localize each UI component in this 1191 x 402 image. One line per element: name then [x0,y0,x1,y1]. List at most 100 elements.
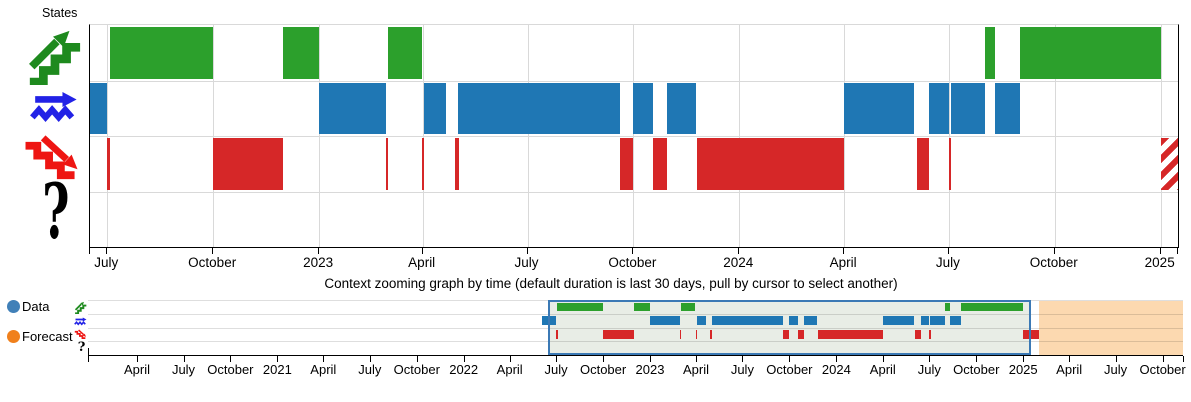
forecast-region [1039,301,1183,355]
axis-edge-tick [1183,356,1184,362]
question-icon: ? [42,168,70,258]
axis-tick [230,356,232,362]
state-bar-uptrend [634,302,650,312]
grid-line [88,341,1183,342]
state-bar-uptrend [557,302,603,312]
state-bar-downtrend [455,138,459,190]
state-bar-downtrend [556,330,558,339]
axis-tick-label: October [766,362,813,377]
axis-tick-label: 2023 [303,255,334,270]
axis-tick-label: July [358,362,382,377]
axis-tick [882,356,884,362]
state-bar-downtrend [619,138,634,190]
state-bar-downtrend [817,330,883,339]
uptrend-icon [24,27,84,85]
state-bar-sideways [951,82,985,134]
axis-edge-tick [89,247,90,254]
axis-tick [509,356,511,362]
state-bar-uptrend [1020,27,1161,79]
state-bar-sideways [458,82,620,134]
axis-tick-label: October [188,255,237,270]
grid-line [527,25,529,247]
grid-line [422,25,424,247]
selection-region-fill [548,300,1031,355]
axis-tick [843,247,845,254]
axis-tick [1069,356,1071,362]
legend-data-label: Data [22,299,50,314]
axis-tick-label: July [94,255,119,270]
axis-edge-tick [1177,247,1178,254]
axis-tick-label: April [682,362,710,377]
sideways-icon [28,91,80,123]
axis-tick [789,356,791,362]
state-bar-downtrend [783,330,790,339]
axis-tick-label: April [310,362,337,377]
axis-tick-label: April [869,362,896,377]
axis-tick [526,247,528,254]
axis-tick-label: July [730,362,754,377]
selection-window[interactable] [548,300,1031,355]
context-chart-x-axis: April July October 2021 April July October 2022… [88,356,1186,380]
axis-tick [421,247,423,254]
axis-tick [277,356,279,362]
state-bar-sideways [930,316,946,326]
axis-tick-label: July [1104,362,1128,377]
context-downtrend-icon [74,329,87,341]
state-bar-sideways [696,316,707,326]
axis-tick [137,356,138,362]
axis-tick [323,356,325,362]
axis-tick [369,356,371,362]
state-bar-sideways [711,316,784,326]
state-bar-uptrend [283,27,320,79]
axis-tick-label: 2023 [635,362,665,377]
state-bar-sideways [90,82,108,134]
axis-tick-label: 2024 [723,255,754,270]
state-bar-downtrend [603,330,635,339]
context-chart-plot[interactable] [88,300,1183,356]
axis-tick [947,247,949,254]
axis-tick-label: October [207,362,254,377]
grid-line [844,25,846,247]
grid-line [88,314,1183,315]
state-bar-sideways [994,82,1021,134]
legend-forecast-label: Forecast [22,329,73,344]
axis-tick [1023,356,1025,362]
main-chart-plot[interactable] [89,24,1179,248]
state-bar-sideways [650,316,680,326]
state-bar-uptrend [984,27,995,79]
state-bar-uptrend [960,302,1024,312]
state-bar-downtrend [385,138,389,190]
axis-tick [556,356,558,362]
axis-tick-label: July [935,255,960,270]
grid-line [319,25,321,247]
axis-tick-label: 2022 [449,362,479,377]
axis-tick-label: April [408,255,436,270]
axis-tick-label: July [514,255,539,270]
state-bar-sideways [882,316,914,326]
axis-tick [738,247,740,254]
axis-tick-label: October [608,255,657,270]
grid-line [948,25,950,247]
axis-tick [463,356,465,362]
axis-tick-label: 2024 [821,362,851,377]
state-bar-sideways [844,82,915,134]
axis-tick-label: October [1139,362,1186,377]
state-bar-downtrend [695,330,698,339]
axis-tick [318,247,320,254]
state-bar-sideways [789,316,799,326]
state-bar-uptrend [680,302,696,312]
context-uptrend-icon [74,301,87,314]
axis-tick-label: July [171,362,196,377]
state-bar-sideways [920,316,930,326]
axis-tick [106,247,108,254]
context-chart-title: Context zooming graph by time (default d… [324,276,898,291]
context-question-icon: ? [77,340,86,355]
state-bar-downtrend [916,138,930,190]
grid-line [88,328,1183,329]
main-chart-title: States [42,6,78,20]
grid-line [213,25,215,247]
axis-tick-label: 2021 [262,362,292,377]
axis-tick [632,247,634,254]
state-bar-downtrend [929,330,931,339]
grid-line [1160,25,1162,247]
